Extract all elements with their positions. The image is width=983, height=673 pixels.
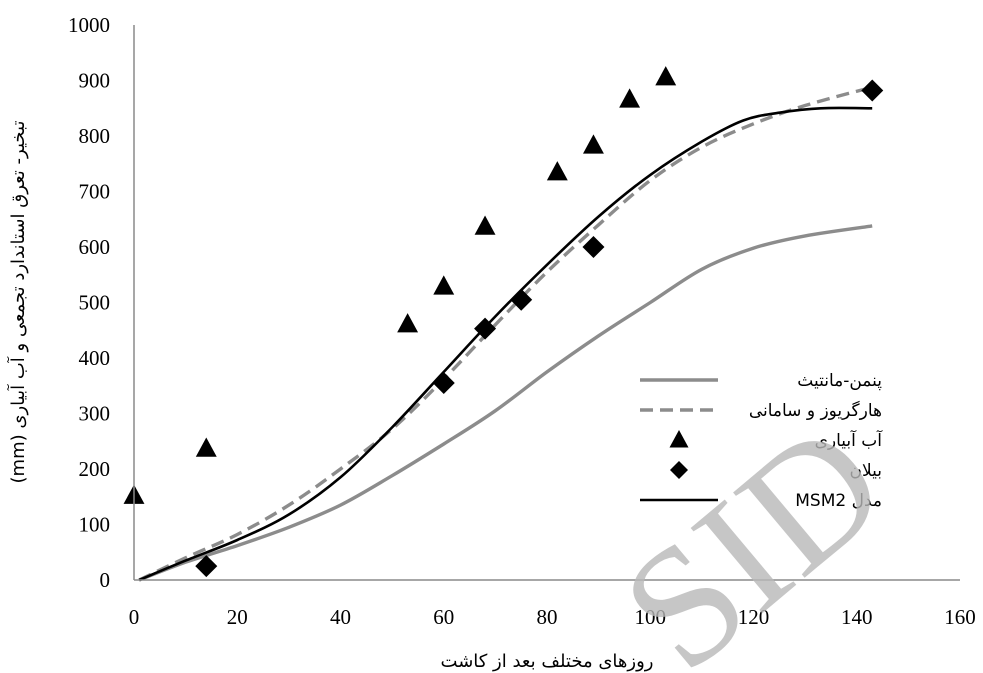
legend-label: مدل MSM2 <box>795 491 882 511</box>
y-tick-label: 900 <box>79 69 111 93</box>
y-tick-label: 700 <box>79 180 111 204</box>
legend-label: آب آبیاری <box>815 429 884 451</box>
legend: پنمن-مانتیث هارگریوز و سامانی آب آبیاری بیل… <box>640 371 883 511</box>
series-line-2 <box>138 85 873 582</box>
diamond-point <box>861 79 884 102</box>
y-tick-label: 400 <box>79 346 111 370</box>
diamond-point <box>582 236 605 258</box>
diamond-point <box>510 288 533 311</box>
triangle-point <box>546 161 568 181</box>
x-tick-labels: 0 20 40 60 80 100 120 140 160 <box>129 605 976 629</box>
triangle-point <box>195 437 217 457</box>
diamond-point <box>195 555 218 578</box>
x-tick-label: 120 <box>738 605 770 629</box>
x-tick-label: 140 <box>841 605 873 629</box>
x-tick-label: 160 <box>944 605 976 629</box>
triangle-point <box>655 66 677 86</box>
y-axis-title: تبخیر- تعرق استاندارد تجمعی و آب آبیاری … <box>6 121 29 484</box>
diamond-point <box>432 371 455 394</box>
y-tick-label: 600 <box>79 235 111 259</box>
legend-triangle-sample <box>669 430 689 448</box>
axes <box>133 25 960 581</box>
x-tick-label: 80 <box>537 605 558 629</box>
x-tick-label: 20 <box>227 605 248 629</box>
watermark: SID <box>588 386 919 673</box>
series-line-1 <box>138 224 873 582</box>
y-tick-label: 1000 <box>68 13 110 37</box>
triangle-point <box>619 88 641 108</box>
y-tick-labels: 0 100 200 300 400 500 600 700 800 900 1000 <box>68 13 110 592</box>
triangle-point <box>583 134 604 154</box>
legend-label: هارگریوز و سامانی <box>749 400 882 421</box>
diamond-point <box>474 317 497 340</box>
y-tick-label: 300 <box>79 402 111 426</box>
y-tick-label: 500 <box>79 291 111 315</box>
legend-label: پنمن-مانتیث <box>797 371 882 391</box>
x-tick-label: 40 <box>330 605 351 629</box>
y-tick-label: 0 <box>100 568 111 592</box>
legend-label: بیلان <box>850 461 883 481</box>
x-axis-title: روزهای مختلف بعد از کاشت <box>441 651 654 672</box>
y-tick-label: 800 <box>79 124 111 148</box>
y-tick-label: 200 <box>79 457 111 481</box>
triangle-point <box>474 215 496 235</box>
x-tick-label: 100 <box>635 605 667 629</box>
x-tick-label: 60 <box>433 605 454 629</box>
triangle-point <box>397 313 419 333</box>
triangle-point <box>433 275 455 295</box>
x-tick-label: 0 <box>129 605 140 629</box>
legend-diamond-sample <box>670 461 688 479</box>
y-tick-label: 100 <box>79 513 111 537</box>
plot-area <box>123 66 884 582</box>
